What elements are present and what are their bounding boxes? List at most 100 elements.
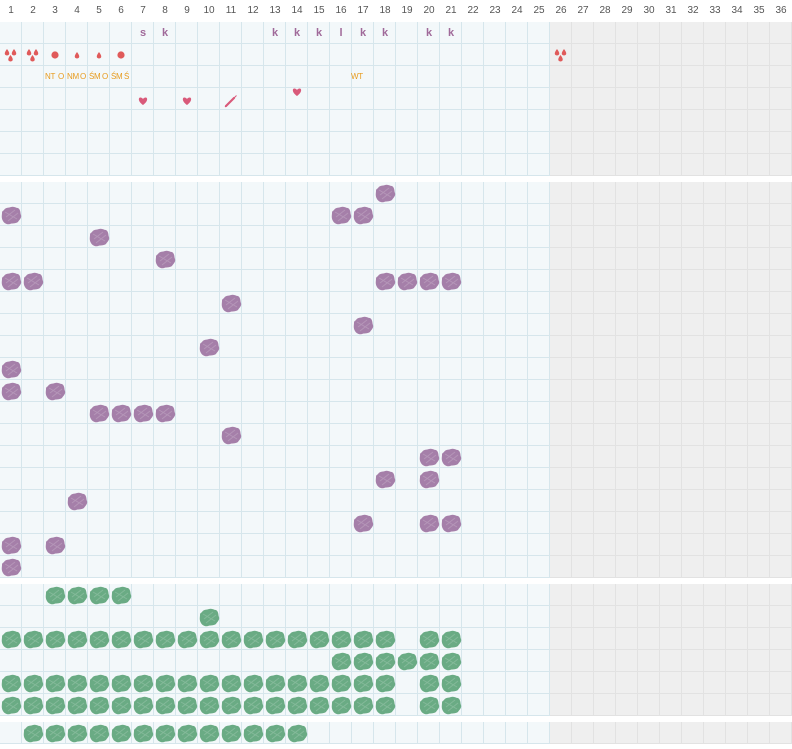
day-cell[interactable]: [374, 88, 396, 110]
day-cell[interactable]: [44, 226, 66, 248]
purple-symptom-blob[interactable]: [44, 534, 66, 556]
day-cell[interactable]: [484, 248, 506, 270]
day-cell[interactable]: [572, 694, 594, 716]
day-cell[interactable]: [66, 88, 88, 110]
day-cell[interactable]: [572, 490, 594, 512]
day-cell[interactable]: [88, 606, 110, 628]
day-cell[interactable]: [308, 154, 330, 176]
purple-symptom-blob[interactable]: [440, 270, 462, 292]
day-cell[interactable]: [396, 292, 418, 314]
day-cell[interactable]: [330, 490, 352, 512]
day-cell[interactable]: [528, 336, 550, 358]
day-cell[interactable]: [198, 358, 220, 380]
green-symptom-blob[interactable]: [330, 694, 352, 716]
day-header[interactable]: 9: [184, 5, 190, 16]
day-cell[interactable]: [176, 336, 198, 358]
purple-symptom-blob[interactable]: [418, 468, 440, 490]
green-symptom-blob[interactable]: [110, 722, 132, 744]
day-cell[interactable]: [682, 44, 704, 66]
day-cell[interactable]: [550, 446, 572, 468]
day-cell[interactable]: [22, 606, 44, 628]
day-cell[interactable]: [616, 132, 638, 154]
day-cell[interactable]: [484, 512, 506, 534]
day-cell[interactable]: [176, 402, 198, 424]
day-cell[interactable]: [682, 22, 704, 44]
day-cell[interactable]: [0, 650, 22, 672]
day-cell[interactable]: [660, 468, 682, 490]
day-cell[interactable]: [682, 358, 704, 380]
day-cell[interactable]: [154, 534, 176, 556]
day-cell[interactable]: [110, 446, 132, 468]
day-cell[interactable]: [726, 512, 748, 534]
day-cell[interactable]: [352, 110, 374, 132]
day-cell[interactable]: [330, 248, 352, 270]
day-cell[interactable]: [44, 512, 66, 534]
day-cell[interactable]: [286, 44, 308, 66]
day-cell[interactable]: [374, 22, 396, 44]
day-cell[interactable]: [660, 584, 682, 606]
day-cell[interactable]: [770, 380, 792, 402]
day-cell[interactable]: [110, 650, 132, 672]
day-cell[interactable]: [682, 694, 704, 716]
day-cell[interactable]: [154, 490, 176, 512]
day-cell[interactable]: [528, 154, 550, 176]
day-cell[interactable]: [286, 490, 308, 512]
day-cell[interactable]: [748, 722, 770, 744]
day-cell[interactable]: [264, 468, 286, 490]
day-cell[interactable]: [462, 584, 484, 606]
day-cell[interactable]: [704, 270, 726, 292]
day-cell[interactable]: [264, 226, 286, 248]
day-cell[interactable]: [726, 44, 748, 66]
day-cell[interactable]: [704, 336, 726, 358]
day-cell[interactable]: [748, 490, 770, 512]
day-cell[interactable]: [704, 650, 726, 672]
day-cell[interactable]: [550, 556, 572, 578]
day-cell[interactable]: [616, 722, 638, 744]
day-cell[interactable]: [396, 22, 418, 44]
day-cell[interactable]: [440, 248, 462, 270]
day-cell[interactable]: [220, 248, 242, 270]
day-cell[interactable]: [748, 584, 770, 606]
day-cell[interactable]: [308, 132, 330, 154]
day-cell[interactable]: [88, 22, 110, 44]
day-cell[interactable]: [704, 446, 726, 468]
green-symptom-blob[interactable]: [374, 650, 396, 672]
day-cell[interactable]: [528, 226, 550, 248]
day-cell[interactable]: [528, 468, 550, 490]
day-cell[interactable]: [66, 358, 88, 380]
day-cell[interactable]: [572, 336, 594, 358]
day-cell[interactable]: [286, 556, 308, 578]
day-cell[interactable]: [682, 110, 704, 132]
day-cell[interactable]: [66, 606, 88, 628]
day-cell[interactable]: [22, 182, 44, 204]
day-cell[interactable]: [22, 424, 44, 446]
day-cell[interactable]: [660, 424, 682, 446]
day-cell[interactable]: [242, 512, 264, 534]
day-cell[interactable]: [440, 154, 462, 176]
day-cell[interactable]: [66, 248, 88, 270]
day-cell[interactable]: [704, 424, 726, 446]
day-cell[interactable]: [770, 154, 792, 176]
day-header[interactable]: 22: [467, 5, 479, 16]
day-cell[interactable]: [88, 534, 110, 556]
day-cell[interactable]: [594, 672, 616, 694]
day-cell[interactable]: [308, 468, 330, 490]
day-cell[interactable]: [726, 154, 748, 176]
day-cell[interactable]: [528, 22, 550, 44]
day-cell[interactable]: [440, 314, 462, 336]
day-cell[interactable]: [374, 226, 396, 248]
day-cell[interactable]: [726, 132, 748, 154]
green-symptom-blob[interactable]: [44, 722, 66, 744]
day-cell[interactable]: [572, 44, 594, 66]
day-cell[interactable]: [132, 584, 154, 606]
day-cell[interactable]: [726, 204, 748, 226]
day-cell[interactable]: [550, 22, 572, 44]
day-cell[interactable]: [770, 468, 792, 490]
green-symptom-blob[interactable]: [264, 694, 286, 716]
day-cell[interactable]: [44, 336, 66, 358]
day-cell[interactable]: [110, 380, 132, 402]
day-cell[interactable]: [44, 468, 66, 490]
day-cell[interactable]: [660, 314, 682, 336]
green-symptom-blob[interactable]: [198, 606, 220, 628]
day-cell[interactable]: [484, 44, 506, 66]
